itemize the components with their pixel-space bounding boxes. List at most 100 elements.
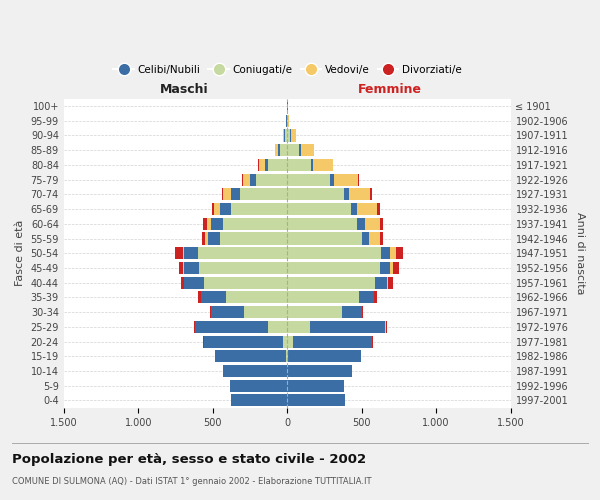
Bar — [390, 247, 396, 260]
Bar — [211, 306, 244, 318]
Bar — [184, 262, 199, 274]
Bar — [175, 247, 183, 260]
Bar — [183, 262, 184, 274]
Bar — [293, 336, 372, 347]
Bar — [214, 203, 220, 215]
Bar — [287, 394, 345, 406]
Bar — [287, 292, 359, 304]
Bar — [377, 203, 380, 215]
Bar — [256, 174, 287, 186]
Bar — [284, 130, 285, 141]
Bar — [343, 306, 362, 318]
Bar — [388, 276, 393, 288]
Bar — [283, 336, 287, 347]
Bar — [287, 350, 288, 362]
Bar — [390, 262, 393, 274]
Bar — [332, 159, 334, 171]
Bar — [204, 276, 287, 288]
Bar — [334, 174, 358, 186]
Bar — [287, 218, 357, 230]
Bar — [381, 247, 390, 260]
Bar — [375, 276, 387, 288]
Bar — [301, 144, 314, 156]
Bar — [275, 144, 278, 156]
Bar — [223, 218, 287, 230]
Legend: Celibi/Nubili, Coniugati/e, Vedovi/e, Divorziati/e: Celibi/Nubili, Coniugati/e, Vedovi/e, Di… — [109, 60, 466, 79]
Bar — [230, 380, 287, 392]
Bar — [198, 247, 287, 260]
Bar — [203, 218, 207, 230]
Bar — [202, 232, 205, 244]
Bar — [207, 218, 211, 230]
Bar — [287, 321, 310, 333]
Bar — [385, 321, 386, 333]
Bar — [287, 365, 352, 377]
Bar — [195, 321, 268, 333]
Bar — [220, 203, 230, 215]
Bar — [223, 188, 230, 200]
Bar — [205, 232, 208, 244]
Bar — [184, 247, 198, 260]
Bar — [287, 380, 344, 392]
Bar — [311, 159, 313, 171]
Bar — [287, 232, 362, 244]
Bar — [223, 365, 287, 377]
Text: Femmine: Femmine — [358, 82, 422, 96]
Bar — [194, 321, 195, 333]
Bar — [380, 262, 390, 274]
Bar — [290, 130, 292, 141]
Bar — [283, 130, 284, 141]
Bar — [288, 350, 361, 362]
Bar — [198, 292, 200, 304]
Bar — [292, 130, 296, 141]
Bar — [230, 188, 239, 200]
Bar — [183, 247, 184, 260]
Text: Maschi: Maschi — [160, 82, 209, 96]
Bar — [268, 321, 287, 333]
Bar — [208, 232, 220, 244]
Bar — [365, 218, 380, 230]
Bar — [369, 232, 380, 244]
Bar — [313, 159, 332, 171]
Bar — [287, 306, 343, 318]
Bar — [201, 292, 226, 304]
Bar — [287, 336, 293, 347]
Bar — [179, 262, 183, 274]
Bar — [278, 144, 280, 156]
Text: Popolazione per età, sesso e stato civile - 2002: Popolazione per età, sesso e stato civil… — [12, 452, 366, 466]
Bar — [259, 159, 265, 171]
Bar — [287, 144, 299, 156]
Bar — [396, 247, 403, 260]
Bar — [387, 276, 388, 288]
Bar — [285, 130, 287, 141]
Bar — [358, 174, 359, 186]
Bar — [280, 144, 287, 156]
Bar — [244, 306, 287, 318]
Bar — [386, 321, 387, 333]
Bar — [359, 292, 374, 304]
Bar — [287, 203, 351, 215]
Bar — [349, 188, 370, 200]
Bar — [380, 232, 383, 244]
Bar — [221, 188, 223, 200]
Bar — [250, 174, 256, 186]
Bar — [226, 292, 287, 304]
Bar — [220, 232, 287, 244]
Bar — [299, 144, 301, 156]
Bar — [199, 262, 287, 274]
Bar — [344, 188, 349, 200]
Bar — [181, 276, 184, 288]
Bar — [357, 218, 365, 230]
Bar — [362, 232, 369, 244]
Bar — [380, 218, 383, 230]
Bar — [393, 262, 399, 274]
Bar — [370, 188, 372, 200]
Bar — [331, 174, 334, 186]
Bar — [286, 350, 287, 362]
Bar — [351, 203, 357, 215]
Bar — [287, 188, 344, 200]
Bar — [265, 159, 268, 171]
Bar — [357, 203, 377, 215]
Bar — [287, 174, 331, 186]
Bar — [230, 394, 287, 406]
